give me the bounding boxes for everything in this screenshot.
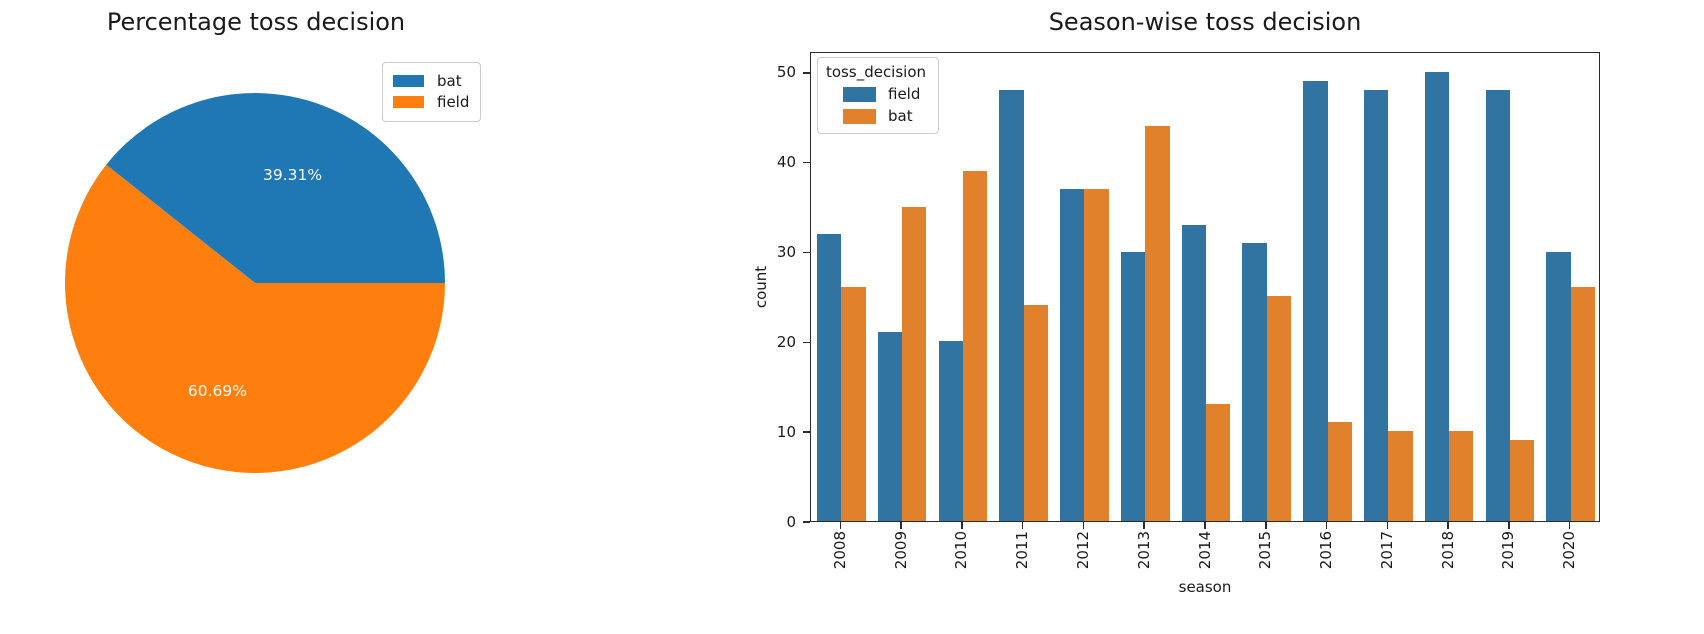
legend-swatch-field [393, 96, 424, 108]
y-axis-label: count [752, 265, 770, 309]
legend-swatch-field [843, 86, 876, 102]
x-tick [1386, 522, 1389, 529]
x-tick-label-2008: 2008 [830, 531, 849, 570]
bar-2015-bat [1266, 296, 1292, 521]
bar-2010-field [938, 341, 963, 521]
bar-2016-bat [1327, 422, 1352, 521]
x-tick [839, 522, 842, 529]
y-tick [802, 431, 810, 433]
bar-2009-bat [902, 206, 927, 521]
pie-legend-entry-field: field [393, 93, 469, 111]
pie-legend: bat field [382, 62, 482, 122]
pie-slice-field [65, 164, 446, 473]
y-tick-label: 10 [776, 422, 796, 441]
pie-legend-label-field: field [437, 93, 470, 111]
bar-2012-bat [1084, 188, 1109, 521]
y-tick [802, 161, 810, 164]
y-tick [802, 341, 810, 344]
y-tick [802, 521, 810, 523]
bar-legend-title: toss_decision [826, 63, 927, 81]
bar-2019-field [1485, 89, 1510, 521]
bar-2016-field [1303, 80, 1328, 521]
x-tick-label-2015: 2015 [1256, 531, 1275, 570]
x-tick [1508, 522, 1510, 529]
x-tick-label-2019: 2019 [1499, 531, 1518, 570]
x-axis-label: season [1178, 578, 1232, 596]
bar-2011-field [999, 89, 1024, 521]
bar-2013-field [1120, 251, 1146, 521]
pie-legend-entry-bat: bat [393, 72, 469, 90]
x-tick [1143, 522, 1145, 529]
bar-2012-field [1060, 188, 1085, 521]
pie-legend-label-bat: bat [437, 72, 462, 90]
pie-figure: Percentage toss decision 39.31% 60.69% b… [0, 0, 520, 634]
x-tick-label-2009: 2009 [891, 531, 910, 570]
bar-legend-entry-field: field [826, 85, 926, 103]
bar-2010-bat [962, 170, 988, 521]
bar-legend: toss_decision field bat [817, 57, 940, 134]
bar-2011-bat [1023, 305, 1048, 521]
bar-2017-field [1364, 89, 1389, 521]
x-tick [1204, 522, 1206, 529]
y-tick-label: 0 [786, 512, 796, 531]
x-tick-label-2011: 2011 [1013, 531, 1032, 570]
x-tick [1447, 522, 1449, 529]
x-tick [900, 522, 902, 529]
bar-2013-bat [1145, 125, 1170, 521]
x-tick-label-2014: 2014 [1195, 531, 1214, 570]
y-tick [802, 251, 810, 254]
pie-graphic [65, 92, 446, 473]
x-tick-label-2016: 2016 [1317, 531, 1336, 570]
bar-2014-bat [1206, 404, 1231, 521]
bar-2020-field [1546, 251, 1571, 521]
bar-2017-bat [1388, 431, 1413, 521]
legend-swatch-bat [393, 75, 424, 87]
x-tick-label-2012: 2012 [1073, 531, 1092, 570]
bar-2018-field [1424, 71, 1450, 521]
x-tick [1265, 522, 1267, 529]
pie-slice-value-field: 60.69% [187, 381, 247, 400]
bar-2014-field [1181, 224, 1206, 521]
x-tick-label-2013: 2013 [1134, 531, 1153, 570]
x-tick [1568, 522, 1571, 529]
y-tick-label: 20 [776, 332, 796, 351]
pie-slice-value-bat: 39.31% [263, 166, 323, 185]
bar-2015-field [1242, 242, 1267, 521]
bar-2009-field [877, 332, 903, 521]
legend-swatch-bat [843, 108, 876, 124]
bar-2020-bat [1570, 287, 1595, 521]
bar-legend-entry-bat: bat [826, 107, 926, 125]
bar-chart-title: Season-wise toss decision [1048, 8, 1362, 36]
bar-2008-bat [841, 287, 866, 521]
x-tick-label-2017: 2017 [1377, 531, 1396, 570]
bar-plot-area [810, 52, 1600, 522]
x-tick [1325, 522, 1328, 529]
y-tick-label: 50 [776, 63, 796, 82]
x-tick-label-2010: 2010 [952, 531, 971, 570]
y-tick [802, 72, 810, 74]
y-tick-label: 30 [776, 243, 796, 262]
x-tick-label-2018: 2018 [1438, 531, 1457, 570]
bar-legend-label-bat: bat [888, 107, 913, 125]
y-tick-label: 40 [776, 153, 796, 172]
bar-2018-bat [1449, 431, 1474, 521]
bar-2008-field [817, 233, 842, 521]
bar-legend-label-field: field [888, 85, 921, 103]
x-tick [1021, 522, 1024, 529]
x-tick-label-2020: 2020 [1560, 531, 1579, 570]
pie-chart-title: Percentage toss decision [106, 8, 406, 36]
x-tick [1082, 522, 1085, 529]
x-tick [961, 522, 963, 529]
pie-slice-bat [106, 92, 446, 283]
bar-2019-bat [1509, 440, 1535, 521]
